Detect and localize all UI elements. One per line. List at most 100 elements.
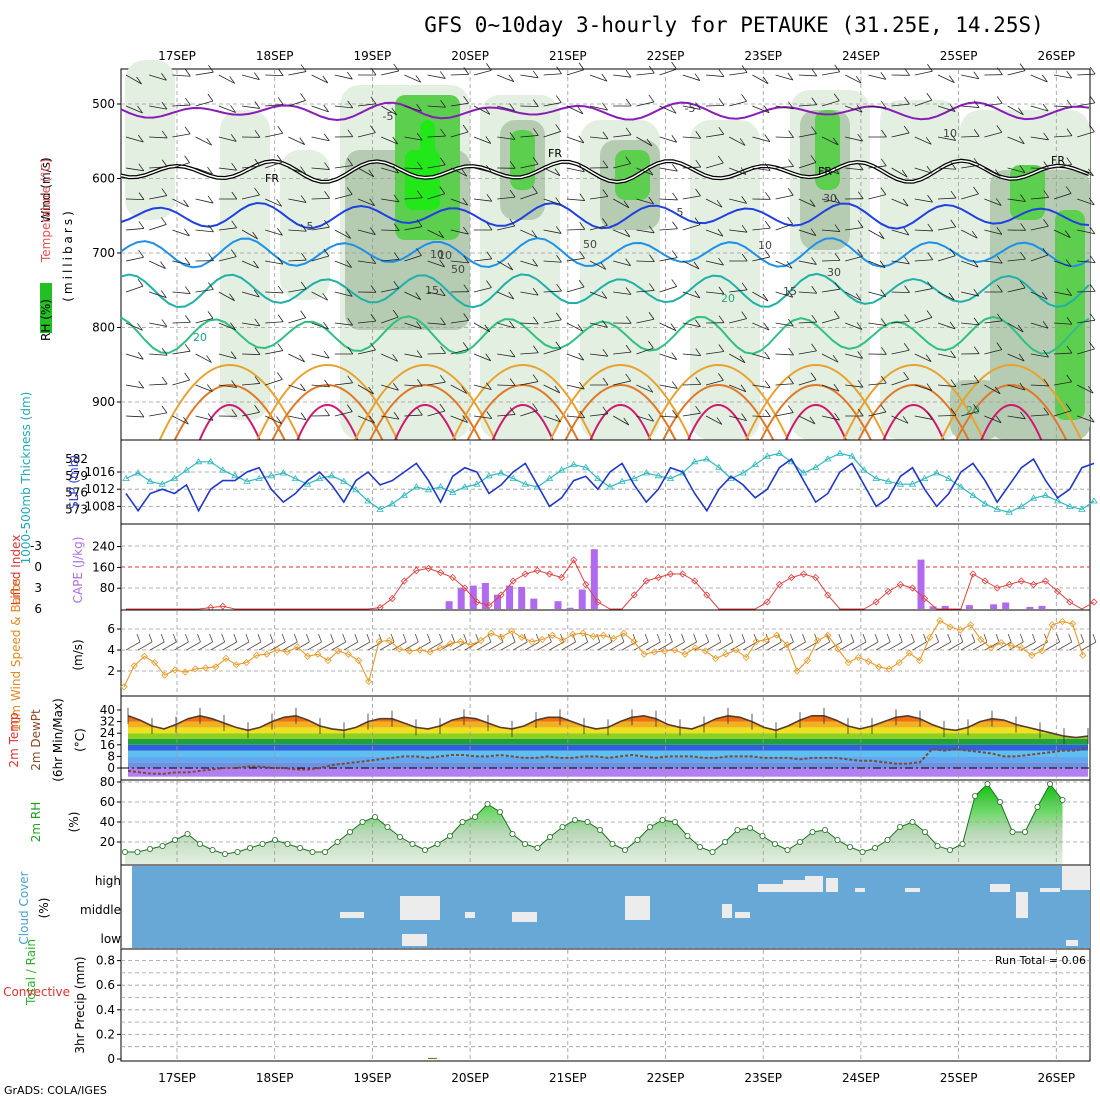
wind-barb: [589, 196, 608, 200]
wind-barb: [520, 381, 539, 386]
ylabel-total-rain: Total / Rain: [24, 939, 38, 1006]
wind-barb-flag: [927, 64, 933, 72]
wind-barb: [636, 290, 655, 293]
wind-barb-flag: [694, 73, 701, 81]
wind-barb-flag: [718, 286, 725, 295]
wind-barb: [573, 641, 588, 651]
wind-barb: [427, 381, 446, 386]
wind-barb-flag: [788, 130, 794, 138]
rh-point: [1034, 804, 1041, 811]
wind-barb: [162, 641, 177, 651]
wind-barb-flag: [160, 217, 167, 225]
wind-barb-flag: [1066, 157, 1072, 165]
wind-barb-flag: [252, 231, 258, 240]
wind-barb-flag: [739, 138, 746, 146]
wind-barb: [1007, 258, 1026, 262]
wind-barb: [868, 105, 887, 109]
wind-barb: [636, 229, 655, 234]
li-point: [461, 584, 469, 592]
li-point: [437, 569, 445, 577]
wind-barb-flag: [370, 125, 376, 133]
wind-barb-flag: [136, 633, 141, 643]
wind-point: [151, 659, 159, 667]
wind-barb-flag: [440, 346, 446, 354]
wind-barb-flag: [855, 293, 862, 301]
li-point: [219, 602, 227, 610]
wind-barb-flag: [625, 127, 632, 136]
wind-barb-flag: [254, 158, 261, 167]
wind-barb: [729, 100, 747, 107]
rh-point: [309, 849, 316, 856]
wind-barb: [767, 641, 782, 651]
temp-band: [128, 762, 1088, 768]
wind-barb-flag: [886, 633, 891, 643]
thickness-point: [896, 480, 905, 487]
wind-barb-flag: [509, 218, 516, 227]
wind-barb-flag: [973, 129, 980, 137]
wind-barb-flag: [393, 194, 400, 203]
wind-barb-flag: [393, 383, 399, 391]
wind-barb-flag: [323, 248, 330, 257]
cloud-block: [990, 884, 1010, 892]
date-label: 20SEP: [451, 49, 489, 63]
thickness-point: [1066, 502, 1074, 509]
wind-barb-flag: [533, 316, 539, 325]
li-point: [400, 577, 408, 585]
wind-barb-flag: [161, 405, 168, 414]
wind-barb: [798, 350, 817, 355]
wind-barb-flag: [741, 224, 748, 233]
wind-barb-flag: [254, 405, 260, 413]
wind-barb: [961, 260, 979, 268]
wind-barb-flag: [787, 72, 794, 81]
rh-point: [909, 819, 916, 826]
rh-shade-light: [280, 150, 330, 300]
wind-barb-flag: [1044, 633, 1048, 643]
wind-barb-flag: [602, 131, 609, 140]
li-tick-label: 0: [34, 560, 42, 574]
thickness-point: [654, 472, 663, 479]
wind-barb-flag: [416, 219, 423, 227]
wind-barb-flag: [996, 96, 1003, 104]
rh-point: [722, 839, 729, 846]
wind-barb-flag: [276, 416, 282, 424]
wind-barb: [752, 105, 770, 114]
wind-barb-flag: [347, 317, 353, 326]
wind-barb-flag: [718, 126, 725, 135]
wind-barb-flag: [370, 256, 377, 264]
wind-barb-flag: [276, 372, 283, 380]
wind-barb-flag: [681, 633, 685, 643]
rh-point: [784, 847, 791, 854]
thickness-point: [182, 466, 191, 473]
wind-barb-flag: [694, 290, 701, 299]
wind-barb: [125, 641, 141, 651]
wind-barb: [821, 71, 840, 76]
wind-barb-flag: [855, 75, 862, 84]
wind-barb-flag: [207, 311, 214, 319]
wind-barb-flag: [555, 124, 562, 132]
rh-point: [559, 824, 566, 831]
thickness-point: [243, 477, 251, 484]
wind-barb-flag: [486, 222, 493, 231]
wind-barb-flag: [300, 412, 307, 420]
wind-point: [1007, 642, 1015, 650]
wind-barb-flag: [439, 259, 445, 268]
wind-barb: [450, 198, 468, 206]
wind-point: [946, 623, 954, 631]
wind-barb: [845, 353, 863, 359]
wind-barb-flag: [301, 224, 307, 232]
wind-barb-flag: [532, 185, 538, 194]
wind-barb-flag: [834, 195, 840, 203]
temp-band: [128, 739, 1088, 745]
rh-shade-green: [615, 150, 650, 200]
wind-barb-flag: [137, 134, 144, 143]
wind-barb-flag: [602, 189, 609, 197]
wind-point: [446, 640, 454, 648]
wind-barb-flag: [602, 160, 609, 168]
wind-barb-flag: [927, 412, 933, 420]
thickness-point: [703, 455, 711, 462]
wind-barb: [937, 384, 956, 387]
wind-barb-flag: [451, 633, 455, 643]
wind-barb: [473, 384, 492, 391]
wind-barb-flag: [850, 633, 855, 643]
wind-barb-flag: [926, 383, 933, 391]
